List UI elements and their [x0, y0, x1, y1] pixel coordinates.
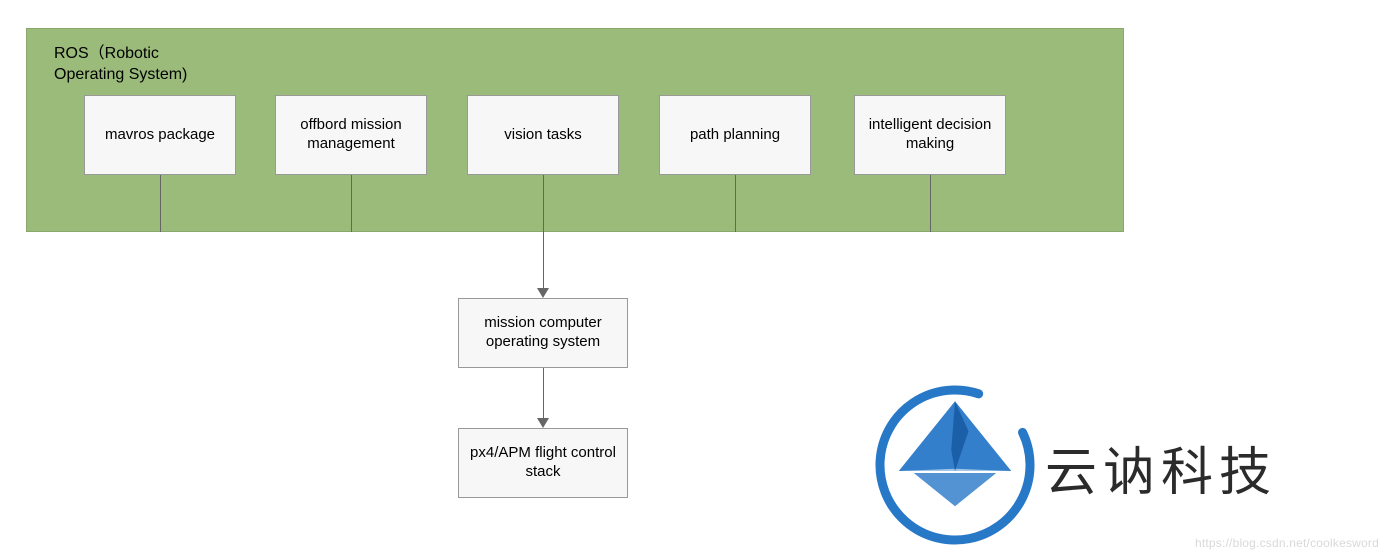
ros-title-line2: Operating System)	[54, 66, 187, 83]
node-px4: px4/APM flight control stack	[458, 428, 628, 498]
edge-line-mavros	[160, 175, 161, 232]
logo-text: 云讷科技	[1045, 430, 1277, 505]
ros-container-title: ROS（Robotic Operating System)	[54, 44, 187, 86]
node-idm: intelligent decision making	[854, 95, 1006, 175]
edge-arrow-mcos	[537, 418, 549, 428]
edge-line-idm	[930, 175, 931, 232]
edge-line-vision	[543, 175, 544, 290]
node-path: path planning	[659, 95, 811, 175]
node-mcos: mission computer operating system	[458, 298, 628, 368]
edge-line-offboard	[351, 175, 352, 232]
ros-title-line1: ROS（Robotic	[54, 45, 159, 62]
node-offboard: offbord mission management	[275, 95, 427, 175]
edge-line-mcos	[543, 368, 544, 420]
node-vision: vision tasks	[467, 95, 619, 175]
node-mavros: mavros package	[84, 95, 236, 175]
edge-line-path	[735, 175, 736, 232]
edge-arrow-vision	[537, 288, 549, 298]
watermark-text: https://blog.csdn.net/coolkesword	[1195, 536, 1379, 550]
logo-icon	[870, 380, 1040, 550]
